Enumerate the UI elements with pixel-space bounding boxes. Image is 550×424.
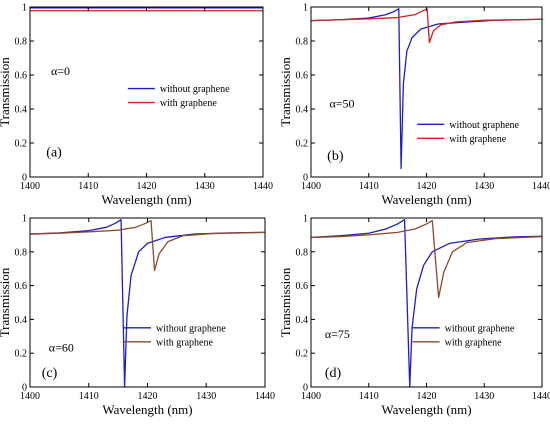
x-tick-label: 1430 [195,181,215,192]
x-tick-label: 1410 [78,181,98,192]
y-tick-label: 0.6 [15,281,28,292]
y-tick-label: 0.6 [296,281,309,292]
chart-panel-b: 1400 1410 1420 1430 1440 0 0.2 0.4 0.6 0.8 1 Wavele… [278,3,550,208]
x-tick-label: 1410 [79,391,99,402]
chart-panel-c: 1400 1410 1420 1430 1440 0 0.2 0.4 0.6 0.8 1 Wavele… [0,214,275,418]
x-tick-label: 1420 [137,181,157,192]
legend-label-with-graphene: with graphene [156,337,213,348]
x-tick-label: 1420 [138,391,158,402]
y-tick-label: 0.6 [15,71,28,82]
alpha-annotation: α=50 [329,96,354,110]
x-tick-label: 1440 [255,391,275,402]
x-tick-label: 1400 [20,181,40,192]
y-tick-label: 0.2 [296,349,309,360]
panel-label: (a) [46,146,62,161]
x-tick-label: 1440 [253,181,273,192]
panel-label: (b) [327,149,344,164]
series-line-with-graphene [310,219,543,299]
legend-label-without-graphene: without graphene [160,84,230,95]
x-axis-title: Wavelength (nm) [381,192,471,207]
plot-frame [310,217,543,388]
x-tick-label: 1430 [474,391,494,402]
y-tick-label: 0.8 [296,37,309,48]
series-line-with-graphene [310,8,543,44]
series-line-without-graphene [310,8,543,170]
x-tick-label: 1400 [301,181,321,192]
x-tick-label: 1430 [196,391,216,402]
y-tick-label: 0.8 [15,37,28,48]
legend-label-with-graphene: with graphene [160,98,217,109]
chart-panel-a: 1400 1410 1420 1430 1440 0 0.2 0.4 0.6 0.8 1 Wavele… [0,3,273,208]
y-tick-label: 0 [22,173,27,184]
y-tick-label: 0.2 [296,139,309,150]
y-tick-label: 1 [303,3,308,14]
y-tick-label: 1 [303,214,308,225]
series-line-without-graphene [310,219,543,388]
plot-frame [310,6,543,178]
y-axis-title: Transmission [278,57,293,127]
chart-panel-d: 1400 1410 1420 1430 1440 0 0.2 0.4 0.6 0.8 1 Wavele… [278,214,550,418]
series-line-without-graphene [29,219,266,388]
alpha-annotation: α=75 [325,327,350,341]
y-tick-label: 0.8 [296,247,309,258]
x-tick-label: 1420 [417,391,437,402]
x-tick-label: 1400 [301,391,321,402]
y-tick-label: 0.2 [15,139,28,150]
x-axis-title: Wavelength (nm) [101,192,191,207]
alpha-annotation: α=60 [49,341,74,355]
legend-label-without-graphene: without graphene [449,120,519,131]
y-tick-label: 1 [22,3,27,14]
x-tick-label: 1410 [359,181,379,192]
x-tick-label: 1410 [359,391,379,402]
y-tick-label: 0 [303,173,308,184]
x-axis-title: Wavelength (nm) [102,402,192,417]
legend-label-without-graphene: without graphene [445,323,515,334]
legend-label-with-graphene: with graphene [445,337,502,348]
y-tick-label: 0.4 [15,315,28,326]
x-tick-label: 1440 [532,391,550,402]
y-tick-label: 0.8 [15,247,28,258]
y-axis-title: Transmission [278,267,293,337]
y-tick-label: 0.4 [296,315,309,326]
y-tick-label: 0.2 [15,349,28,360]
y-tick-label: 1 [22,214,27,225]
y-tick-label: 0.6 [296,71,309,82]
x-tick-label: 1420 [417,181,437,192]
y-tick-label: 0 [303,383,308,394]
legend-label-with-graphene: with graphene [449,134,506,145]
y-axis-title: Transmission [0,57,12,127]
x-tick-label: 1400 [20,391,40,402]
y-axis-title: Transmission [0,267,12,337]
series-line-with-graphene [29,219,266,272]
y-tick-label: 0.4 [15,105,28,116]
x-axis-title: Wavelength (nm) [381,402,471,417]
x-tick-label: 1430 [474,181,494,192]
y-tick-label: 0.4 [296,105,309,116]
x-tick-label: 1440 [532,181,550,192]
legend-label-without-graphene: without graphene [156,323,226,334]
panel-label: (d) [325,366,342,381]
y-tick-label: 0 [22,383,27,394]
alpha-annotation: α=0 [51,64,70,78]
panel-label: (c) [42,366,58,381]
